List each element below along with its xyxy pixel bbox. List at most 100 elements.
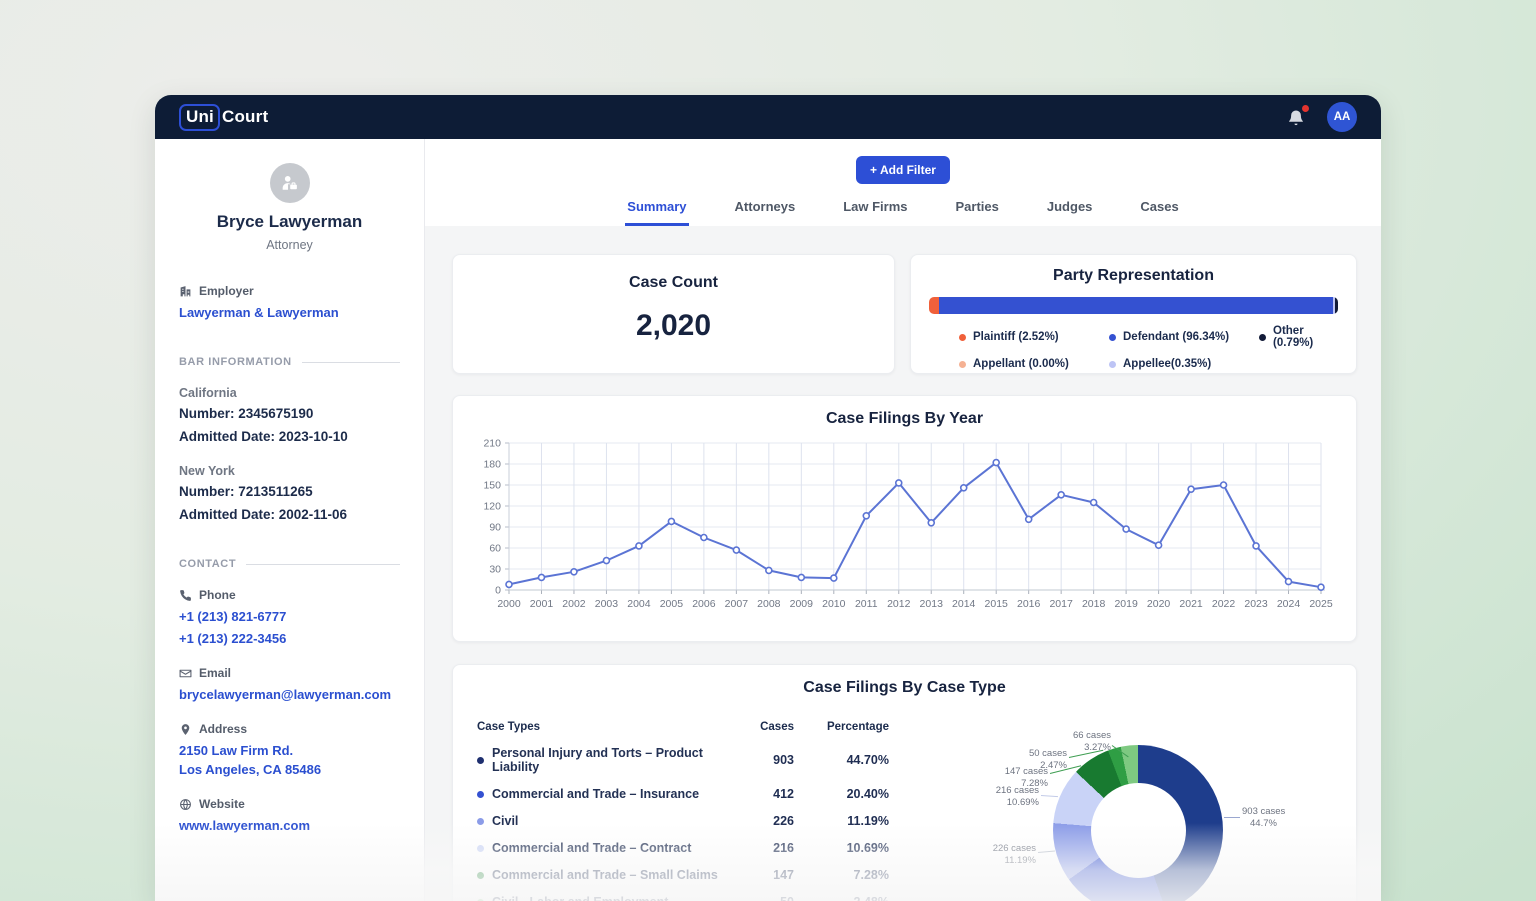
notification-dot [1302,105,1309,112]
tab-summary[interactable]: Summary [625,199,689,226]
bar-number: Number: 2345675190 [179,406,314,421]
top-navbar: Uni Court AA [155,95,1381,139]
case-type-donut-area: 903 cases 44.7% 226 cases 11.19% 216 cases 10… [932,721,1332,901]
phone-number-link[interactable]: +1 (213) 821-6777 [179,609,287,624]
address-link[interactable]: 2150 Law Firm Rd. [179,743,294,758]
svg-text:2008: 2008 [757,598,781,610]
svg-text:90: 90 [489,522,501,534]
email-label-text: Email [199,666,232,680]
case-type-label: Civil [492,814,519,828]
cases-cell: 412 [773,787,794,801]
address-link[interactable]: Los Angeles, CA 85486 [179,762,322,777]
donut-label-pct: 10.69% [1006,796,1039,808]
party-representation-title: Party Representation [1053,267,1214,284]
phone-number-link[interactable]: +1 (213) 222-3456 [179,631,287,646]
svg-text:2005: 2005 [660,598,684,610]
website-link[interactable]: www.lawyerman.com [179,818,311,833]
donut-label-pct: 11.19% [1004,854,1036,866]
svg-text:2004: 2004 [627,598,651,610]
legend-label: Appellant (0.00%) [973,358,1069,370]
bar-segment-defendant [939,297,1334,314]
case-type-label: Commercial and Trade – Insurance [492,787,700,801]
party-representation-card: Party Representation Plaintiff (2.52%) De… [910,254,1357,374]
logo-rest-text: Court [221,107,269,126]
table-row: Civil 226 11.19% [477,814,889,828]
donut-label-connector [1040,795,1058,798]
case-filings-by-case-type-card: Case Filings By Case Type Case Types Case… [452,664,1357,901]
case-type-dot [477,790,484,798]
svg-text:2013: 2013 [920,598,944,610]
donut-label-pct: 7.28% [1021,777,1048,789]
notifications-button[interactable] [1287,105,1309,127]
tab-attorneys[interactable]: Attorneys [734,199,796,214]
email-section: Email brycelawyerman@lawyerman.com [179,666,400,704]
svg-text:2000: 2000 [497,598,521,610]
legend-dot [959,360,966,368]
logo-boxed-text: Uni [179,103,220,131]
case-filings-by-year-chart: 0 30 60 90 120 150 180 210 2000 2001 2002 2003 2004 2… [483,438,1333,611]
svg-text:30: 30 [489,564,501,576]
address-label-text: Address [199,722,248,736]
svg-text:150: 150 [483,480,501,492]
legend-label: Other (0.79%) [1273,325,1314,349]
case-type-cell: Civil - Labor and Employment [477,895,724,901]
col-case-types: Case Types [477,721,541,733]
website-label: Website [179,797,400,811]
svg-text:2011: 2011 [855,598,878,610]
main-header: + Add Filter Summary Attorneys Law Firms Pa… [425,139,1381,226]
donut-label-connector [1037,850,1055,853]
bar-state: California [179,386,237,400]
svg-text:2016: 2016 [1017,598,1041,610]
svg-text:210: 210 [483,438,501,450]
tab-parties[interactable]: Parties [955,199,999,214]
svg-text:2009: 2009 [790,598,814,610]
svg-text:2001: 2001 [530,598,554,610]
email-link[interactable]: brycelawyerman@lawyerman.com [179,687,392,702]
employer-label-text: Employer [199,284,254,298]
year-chart-title: Case Filings By Year [825,410,984,427]
case-filings-by-year-card: Case Filings By Year 0 30 60 90 120 150 180 210… [452,395,1357,642]
add-filter-button[interactable]: + Add Filter [856,156,950,184]
legend-item: Appellee(0.35%) [1109,358,1259,370]
svg-text:2025: 2025 [1309,598,1333,610]
bar-segment-other [1334,297,1338,314]
svg-text:2018: 2018 [1082,598,1106,610]
case-type-cell: Personal Injury and Torts – Product Liab… [477,746,724,774]
percentage-cell: 44.70% [846,753,889,767]
employer-link[interactable]: Lawyerman & Lawyerman [179,305,339,320]
svg-text:2012: 2012 [887,598,911,610]
tab-law-firms[interactable]: Law Firms [843,199,908,214]
case-type-table-header: Case Types Cases Percentage [477,721,889,733]
cases-cell: 226 [773,814,794,828]
table-row: Commercial and Trade – Contract 216 10.69% [477,841,889,855]
attorney-role: Attorney [266,238,313,252]
divider-line [301,361,400,363]
cases-cell: 147 [773,868,794,882]
website-label-text: Website [199,797,245,811]
case-type-chart-title: Case Filings By Case Type [803,679,1006,696]
sidebar: Bryce Lawyerman Attorney Employer Lawyer… [155,139,425,901]
bar-information-heading: BAR INFORMATION [179,356,292,368]
party-representation-legend: Plaintiff (2.52%) Defendant (96.34%) Other… [959,325,1338,370]
case-type-dot [477,871,484,879]
attorney-avatar [269,163,310,203]
bar-information-header: BAR INFORMATION [179,356,400,368]
cases-cell: 50 [724,895,794,901]
donut-label-cases: 903 cases [1242,806,1286,817]
case-type-label: Commercial and Trade – Small Claims [492,868,718,882]
svg-text:2006: 2006 [692,598,716,610]
tab-judges[interactable]: Judges [1046,199,1093,214]
tab-cases[interactable]: Cases [1140,199,1179,214]
party-representation-bar [929,297,1338,314]
user-avatar[interactable]: AA [1327,102,1357,132]
website-section: Website www.lawyerman.com [179,797,400,835]
cases-cell: 903 [773,753,794,767]
profile-header: Bryce Lawyerman Attorney [179,163,400,252]
svg-text:2003: 2003 [595,598,619,610]
case-type-dot [477,844,484,852]
legend-label: Appellee(0.35%) [1123,358,1212,370]
phone-section: Phone +1 (213) 821-6777 +1 (213) 222-345… [179,588,400,648]
svg-text:60: 60 [489,543,501,555]
unicourt-logo[interactable]: Uni Court [179,103,269,131]
svg-text:2015: 2015 [985,598,1009,610]
